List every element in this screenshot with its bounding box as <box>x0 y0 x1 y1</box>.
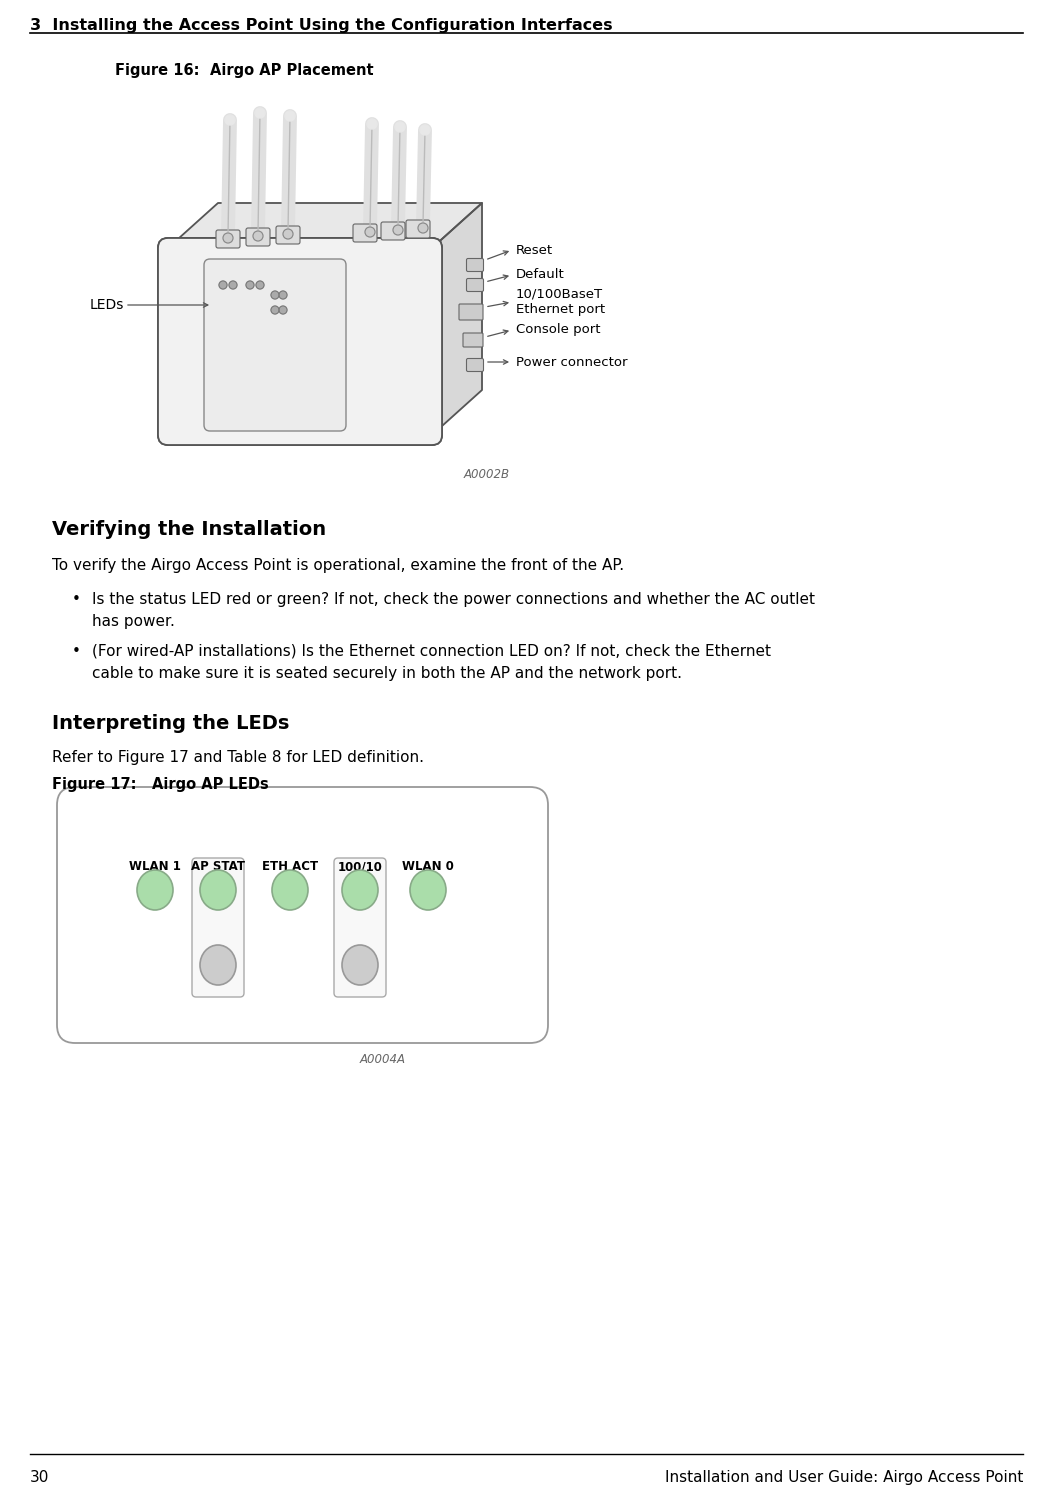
Text: LEDs: LEDs <box>90 298 124 312</box>
Text: Airgo AP LEDs: Airgo AP LEDs <box>152 777 269 792</box>
FancyBboxPatch shape <box>334 858 386 997</box>
FancyBboxPatch shape <box>381 222 405 240</box>
Text: cable to make sure it is seated securely in both the AP and the network port.: cable to make sure it is seated securely… <box>92 665 682 680</box>
Circle shape <box>279 291 287 298</box>
Circle shape <box>225 115 235 125</box>
FancyBboxPatch shape <box>158 239 442 445</box>
Circle shape <box>365 227 375 237</box>
FancyBboxPatch shape <box>463 333 483 348</box>
Text: Default: Default <box>516 269 564 282</box>
Text: 3  Installing the Access Point Using the Configuration Interfaces: 3 Installing the Access Point Using the … <box>29 18 613 33</box>
Text: A0004A: A0004A <box>359 1053 405 1065</box>
FancyBboxPatch shape <box>276 225 300 245</box>
Text: •: • <box>72 592 81 607</box>
Text: has power.: has power. <box>92 615 175 630</box>
Circle shape <box>283 228 293 239</box>
FancyBboxPatch shape <box>466 258 483 272</box>
Circle shape <box>255 107 265 118</box>
Circle shape <box>246 280 254 289</box>
Text: 30: 30 <box>29 1470 49 1485</box>
Text: A0002B: A0002B <box>464 468 510 480</box>
FancyBboxPatch shape <box>353 224 377 242</box>
Circle shape <box>229 280 237 289</box>
Circle shape <box>253 231 263 242</box>
Text: •: • <box>72 645 81 659</box>
Text: Refer to Figure 17 and Table 8 for LED definition.: Refer to Figure 17 and Table 8 for LED d… <box>52 750 424 765</box>
Circle shape <box>223 233 233 243</box>
Text: (For wired-AP installations) Is the Ethernet connection LED on? If not, check th: (For wired-AP installations) Is the Ethe… <box>92 645 771 659</box>
Text: 100/10: 100/10 <box>338 859 382 873</box>
Text: Installation and User Guide: Airgo Access Point: Installation and User Guide: Airgo Acces… <box>664 1470 1024 1485</box>
Text: AP STAT: AP STAT <box>191 859 245 873</box>
Text: WLAN 0: WLAN 0 <box>402 859 454 873</box>
Circle shape <box>271 291 279 298</box>
Text: Console port: Console port <box>516 324 600 337</box>
Ellipse shape <box>342 944 378 985</box>
Text: Figure 16:: Figure 16: <box>115 63 199 78</box>
Ellipse shape <box>200 870 236 910</box>
Circle shape <box>256 280 264 289</box>
Ellipse shape <box>410 870 446 910</box>
Ellipse shape <box>137 870 173 910</box>
Circle shape <box>271 306 279 313</box>
Circle shape <box>367 119 377 128</box>
Circle shape <box>393 225 403 236</box>
Ellipse shape <box>272 870 307 910</box>
Text: To verify the Airgo Access Point is operational, examine the front of the AP.: To verify the Airgo Access Point is oper… <box>52 558 624 573</box>
Text: Interpreting the LEDs: Interpreting the LEDs <box>52 715 290 733</box>
Polygon shape <box>168 203 482 248</box>
Ellipse shape <box>200 944 236 985</box>
FancyBboxPatch shape <box>246 228 270 246</box>
Text: WLAN 1: WLAN 1 <box>130 859 181 873</box>
Text: Airgo AP Placement: Airgo AP Placement <box>210 63 374 78</box>
Circle shape <box>279 306 287 313</box>
Text: Figure 17:: Figure 17: <box>52 777 137 792</box>
Text: Is the status LED red or green? If not, check the power connections and whether : Is the status LED red or green? If not, … <box>92 592 815 607</box>
FancyBboxPatch shape <box>459 304 483 319</box>
FancyBboxPatch shape <box>57 786 548 1043</box>
Text: Power connector: Power connector <box>516 355 628 369</box>
FancyBboxPatch shape <box>192 858 244 997</box>
Ellipse shape <box>342 870 378 910</box>
FancyBboxPatch shape <box>406 219 430 239</box>
FancyBboxPatch shape <box>216 230 240 248</box>
Text: ETH ACT: ETH ACT <box>262 859 318 873</box>
FancyBboxPatch shape <box>158 239 442 445</box>
FancyBboxPatch shape <box>466 358 483 372</box>
Text: 10/100BaseT
Ethernet port: 10/100BaseT Ethernet port <box>516 288 605 316</box>
Circle shape <box>219 280 227 289</box>
FancyBboxPatch shape <box>466 279 483 291</box>
Circle shape <box>395 122 405 131</box>
Polygon shape <box>432 203 482 436</box>
Text: Verifying the Installation: Verifying the Installation <box>52 521 326 539</box>
Circle shape <box>420 125 430 134</box>
Circle shape <box>285 110 295 121</box>
Circle shape <box>418 222 428 233</box>
Text: Reset: Reset <box>516 243 553 257</box>
FancyBboxPatch shape <box>204 260 346 431</box>
